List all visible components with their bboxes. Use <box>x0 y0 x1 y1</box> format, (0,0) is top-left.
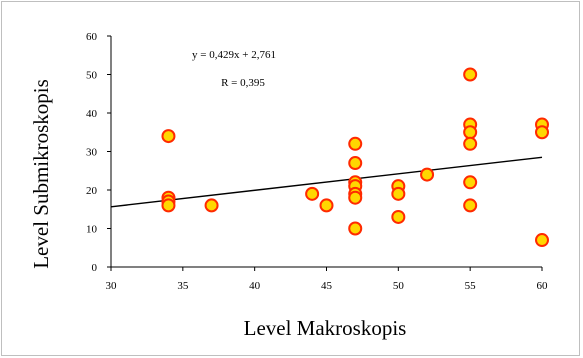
data-point <box>463 175 478 190</box>
y-tick-label: 0 <box>92 262 98 274</box>
data-point <box>161 129 176 144</box>
data-point <box>348 136 363 151</box>
y-tick-label: 40 <box>86 108 98 120</box>
x-tick-label: 50 <box>393 280 405 292</box>
data-point <box>305 186 320 201</box>
data-point <box>319 198 334 213</box>
data-point <box>348 156 363 171</box>
data-point <box>420 167 435 182</box>
trendline <box>110 156 543 208</box>
trendline-group <box>110 156 543 208</box>
x-axis-title: Level Makroskopis <box>244 316 407 340</box>
y-tick-label: 20 <box>86 185 98 197</box>
y-tick-label: 30 <box>86 147 98 159</box>
data-point <box>161 198 176 213</box>
data-point <box>463 67 478 82</box>
x-axis-ticks: 30 35 40 45 50 55 60 <box>106 267 549 292</box>
data-point <box>535 125 549 140</box>
data-point <box>535 233 549 248</box>
trendline-equation: y = 0,429x + 2,761 <box>192 49 276 61</box>
data-points <box>161 67 549 248</box>
data-point <box>391 209 406 224</box>
data-point <box>204 198 219 213</box>
data-point <box>463 136 478 151</box>
x-tick-label: 55 <box>465 280 477 292</box>
y-tick-label: 50 <box>86 70 98 82</box>
x-tick-label: 45 <box>321 280 333 292</box>
y-axis-ticks: 0 10 20 30 40 50 60 <box>86 31 111 274</box>
data-point <box>391 186 406 201</box>
y-tick-label: 60 <box>86 31 98 43</box>
data-point <box>463 198 478 213</box>
correlation-r-value: R = 0,395 <box>221 77 265 89</box>
x-tick-label: 35 <box>177 280 189 292</box>
x-tick-label: 30 <box>106 280 118 292</box>
data-point <box>463 125 478 140</box>
axes <box>110 36 542 268</box>
y-axis-title: Level Submikroskopis <box>29 79 53 269</box>
x-tick-label: 40 <box>249 280 261 292</box>
y-tick-label: 10 <box>86 224 98 236</box>
data-point <box>348 221 363 236</box>
data-point <box>348 190 363 205</box>
x-tick-label: 60 <box>537 280 549 292</box>
